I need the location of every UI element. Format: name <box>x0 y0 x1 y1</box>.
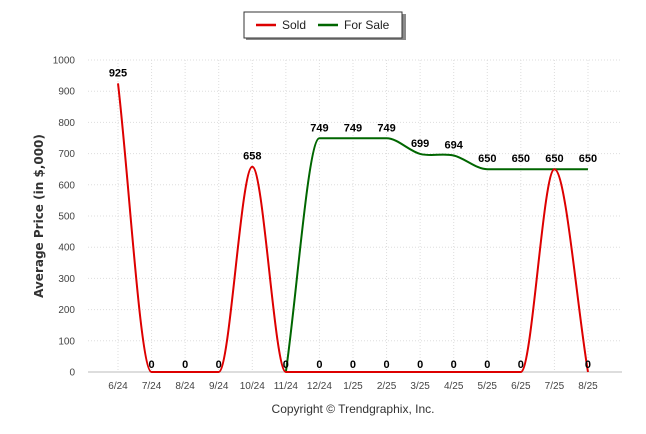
tick-labels: 0 100 200 300 400 500 600 700 800 900 1000 6/24 7/24… <box>53 56 598 393</box>
data-label: 749 <box>310 122 328 134</box>
data-label: 749 <box>377 122 395 134</box>
zero-label: 0 <box>350 359 356 371</box>
x-tick-label: 10/24 <box>240 381 265 392</box>
copyright-credit: Copyright © Trendgraphix, Inc. <box>272 402 435 416</box>
zero-label: 0 <box>149 359 155 371</box>
x-tick-label: 9/24 <box>209 381 229 392</box>
x-tick-label: 8/25 <box>578 381 598 392</box>
y-tick-label: 300 <box>58 274 75 285</box>
legend-label-sold: Sold <box>282 18 306 32</box>
zero-label: 0 <box>451 359 457 371</box>
data-label: 658 <box>243 151 261 163</box>
zero-label: 0 <box>216 359 222 371</box>
legend-label-for-sale: For Sale <box>344 18 390 32</box>
y-tick-label: 400 <box>58 243 75 254</box>
zero-label: 0 <box>182 359 188 371</box>
y-tick-label: 100 <box>58 336 75 347</box>
data-label: 650 <box>545 153 563 165</box>
zero-label: 0 <box>283 359 289 371</box>
series-layer <box>117 83 589 373</box>
y-tick-label: 500 <box>58 212 75 223</box>
x-tick-label: 6/25 <box>511 381 531 392</box>
zero-label: 0 <box>316 359 322 371</box>
x-tick-label: 11/24 <box>274 381 299 392</box>
y-tick-label: 700 <box>58 149 75 160</box>
data-labels: 925 658 749 749 749 699 694 650 650 650 650 0 0 0 0 0 0 0… <box>109 67 597 371</box>
legend-item-sold[interactable]: Sold <box>256 18 306 32</box>
x-tick-label: 8/24 <box>175 381 195 392</box>
series-line-for-sale <box>284 137 588 373</box>
data-label: 650 <box>478 153 496 165</box>
y-tick-label: 800 <box>58 118 75 129</box>
zero-label: 0 <box>518 359 524 371</box>
legend: Sold For Sale <box>243 11 406 40</box>
x-tick-label: 7/24 <box>142 381 162 392</box>
series-line-sold <box>117 83 589 373</box>
x-tick-label: 4/25 <box>444 381 464 392</box>
zero-label: 0 <box>585 359 591 371</box>
legend-item-for-sale[interactable]: For Sale <box>318 18 390 32</box>
y-tick-label: 600 <box>58 180 75 191</box>
x-tick-label: 1/25 <box>343 381 363 392</box>
x-tick-label: 12/24 <box>307 381 332 392</box>
y-tick-label: 200 <box>58 305 75 316</box>
data-label: 925 <box>109 67 127 79</box>
x-tick-label: 3/25 <box>410 381 430 392</box>
zero-label: 0 <box>383 359 389 371</box>
data-label: 650 <box>512 153 530 165</box>
y-axis-title: Average Price (in $,000) <box>32 134 46 298</box>
x-tick-label: 2/25 <box>377 381 397 392</box>
data-label: 694 <box>445 139 464 151</box>
x-tick-label: 7/25 <box>545 381 565 392</box>
data-label: 650 <box>579 153 597 165</box>
data-label: 749 <box>344 122 362 134</box>
y-tick-label: 1000 <box>53 56 76 67</box>
y-tick-label: 900 <box>58 87 75 98</box>
x-tick-label: 5/25 <box>478 381 498 392</box>
data-label: 699 <box>411 138 429 150</box>
zero-label: 0 <box>484 359 490 371</box>
zero-label: 0 <box>417 359 423 371</box>
x-tick-label: 6/24 <box>108 381 128 392</box>
y-tick-label: 0 <box>69 368 75 379</box>
